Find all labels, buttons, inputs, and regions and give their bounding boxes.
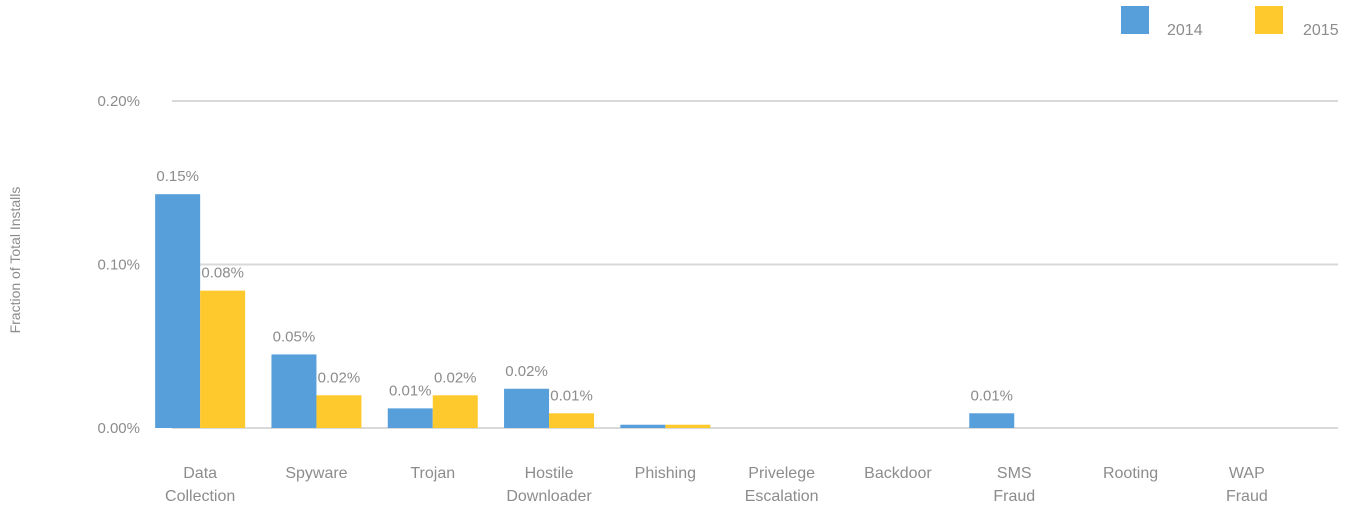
bar-2014-3 — [504, 388, 550, 428]
data-label: 0.05% — [273, 328, 316, 345]
bar-2014-4 — [620, 424, 666, 428]
x-tick-label: Downloader — [506, 488, 592, 505]
data-labels: 0.15%0.08%0.05%0.02%0.01%0.02% 0.02%0.01%… — [156, 168, 1013, 404]
data-label: 0.01% — [389, 382, 432, 399]
y-tick-labels: 0.00% 0.10% 0.20% — [97, 93, 140, 437]
bar-2015-3 — [549, 413, 595, 428]
x-tick-label: Backdoor — [864, 465, 932, 482]
x-tick-label: Rooting — [1103, 465, 1158, 482]
x-tick-label: Collection — [165, 488, 235, 505]
legend-label: 2015 — [1303, 22, 1339, 39]
y-axis-title: Fraction of Total Installs — [7, 187, 23, 334]
x-tick-label: Phishing — [635, 465, 696, 482]
bars — [155, 194, 1015, 428]
bar-2014-1 — [271, 354, 317, 428]
x-tick-label: SMS — [997, 465, 1032, 482]
gridlines — [172, 100, 1338, 429]
data-label: 0.02% — [505, 363, 548, 380]
x-tick-label: WAP — [1229, 465, 1265, 482]
y-tick-label: 0.00% — [97, 420, 140, 437]
data-label: 0.15% — [156, 168, 199, 185]
data-label: 0.01% — [970, 387, 1013, 404]
data-label: 0.01% — [550, 387, 593, 404]
legend-swatch-2015 — [1255, 6, 1283, 34]
bar-2015-1 — [316, 395, 362, 428]
bar-2014-7 — [969, 413, 1015, 428]
bar-2015-2 — [432, 395, 478, 428]
data-label: 0.02% — [434, 369, 477, 386]
x-tick-label: Fraud — [993, 488, 1035, 505]
legend-label: 2014 — [1167, 22, 1203, 39]
x-tick-labels: Data Collection Spyware Trojan Hostile Downlo… — [165, 465, 1268, 505]
y-tick-label: 0.20% — [97, 93, 140, 110]
y-tick-label: 0.10% — [97, 257, 140, 274]
x-tick-label: Hostile — [525, 465, 574, 482]
bar-2014-0 — [155, 194, 201, 428]
x-tick-label: Privelege — [748, 465, 815, 482]
legend-swatch-2014 — [1121, 6, 1149, 34]
x-tick-label: Escalation — [745, 488, 819, 505]
data-label: 0.08% — [201, 265, 244, 282]
x-tick-label: Fraud — [1226, 488, 1268, 505]
bar-2014-2 — [387, 408, 433, 428]
x-tick-label: Spyware — [285, 465, 347, 482]
x-tick-label: Trojan — [410, 465, 455, 482]
bar-2015-0 — [200, 290, 246, 428]
x-tick-label: Data — [183, 465, 217, 482]
legend: 2014 2015 — [1121, 6, 1339, 39]
bar-2015-4 — [665, 424, 711, 428]
data-label: 0.02% — [318, 369, 361, 386]
